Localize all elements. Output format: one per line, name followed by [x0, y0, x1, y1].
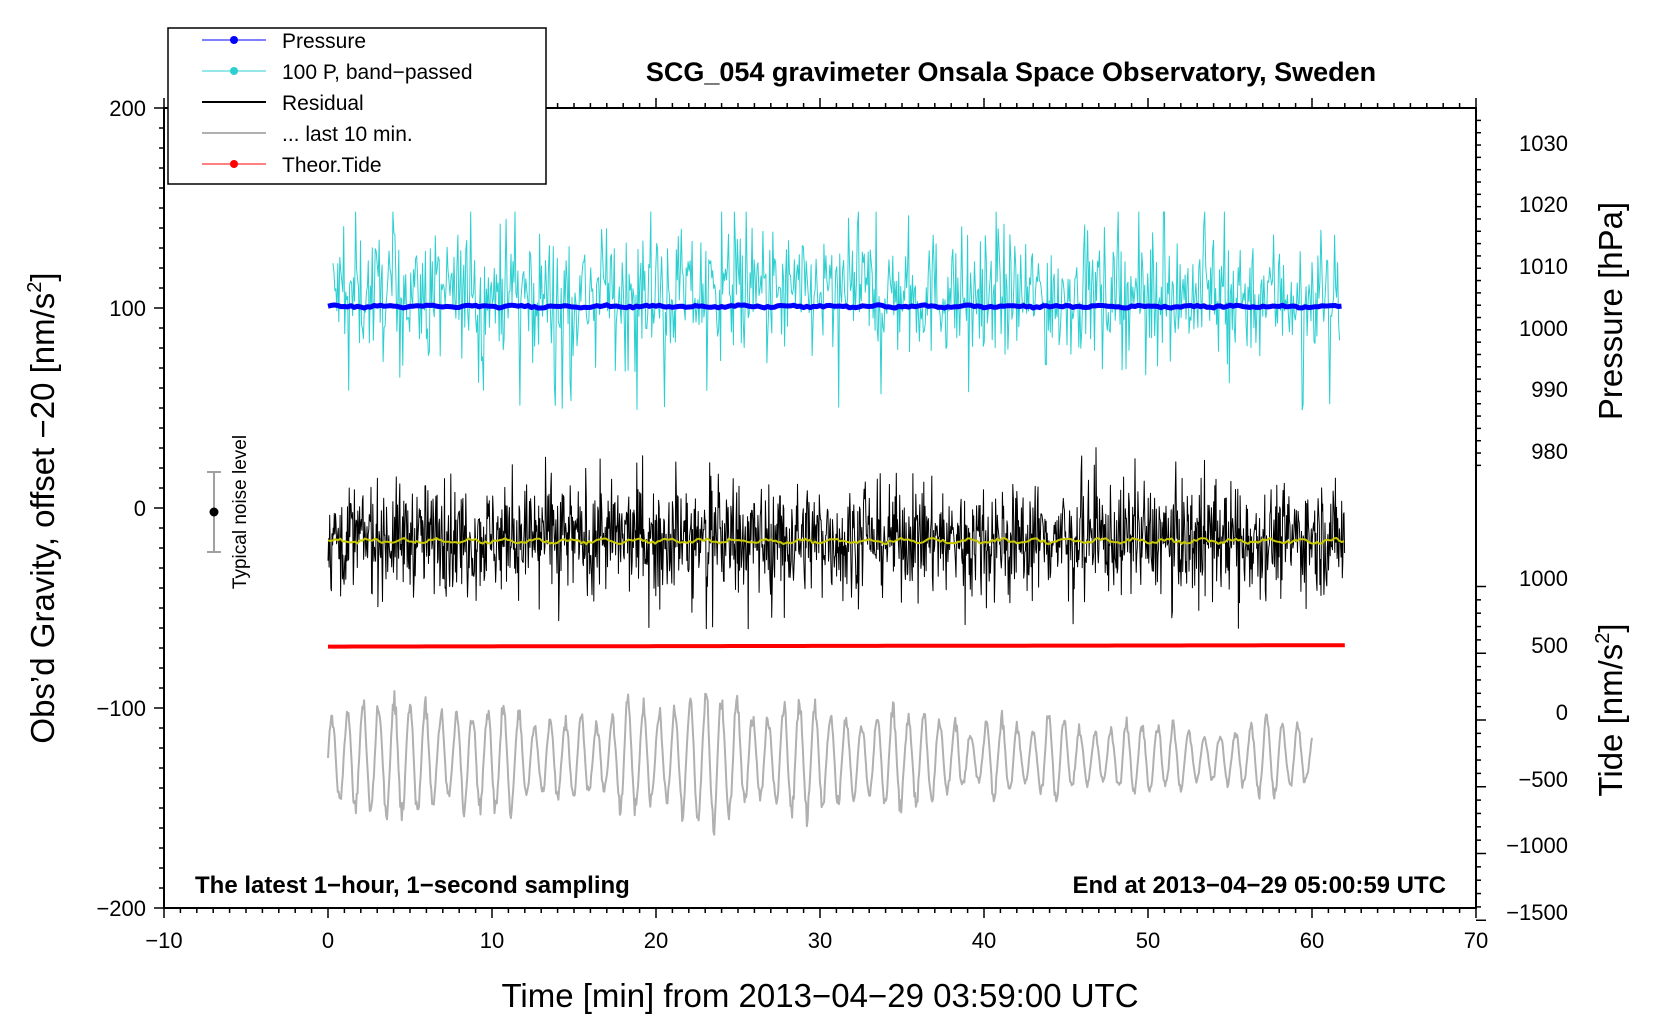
legend-marker-bandpassed	[230, 67, 238, 75]
tide-axis-label-main: Tide [nm/s	[1592, 644, 1629, 797]
y-tick-label: 200	[109, 96, 146, 121]
tide-tick-label: 0	[1556, 700, 1568, 725]
legend: Pressure 100 P, band−passed Residual ...…	[167, 27, 547, 185]
x-axis-label: Time [min] from 2013−04−29 03:59:00 UTC	[501, 977, 1138, 1014]
legend-entry: Residual	[202, 92, 364, 115]
legend-label: 100 P, band−passed	[282, 61, 473, 84]
residual-line	[327, 447, 1346, 630]
bandpassed-pressure-line	[332, 211, 1341, 411]
pressure-tick-label: 1030	[1519, 131, 1568, 156]
legend-marker-tide	[230, 160, 238, 168]
pressure-tick-label: 980	[1531, 439, 1568, 464]
noise-label: Typical noise level	[230, 435, 251, 589]
legend-entry: Theor.Tide	[202, 154, 382, 177]
x-tick-label: −10	[145, 928, 182, 953]
pressure-tick-label: 1000	[1519, 316, 1568, 341]
legend-label: Pressure	[282, 30, 366, 53]
end-time-note: End at 2013−04−29 05:00:59 UTC	[1072, 872, 1446, 899]
y-axis-label: Obs’d Gravity, offset −20 [nm/s2]	[24, 272, 61, 743]
y-axis-label-main: Obs’d Gravity, offset −20 [nm/s	[24, 293, 61, 744]
x-tick-label: 50	[1136, 928, 1160, 953]
pressure-tick-labels: 1030 1020 1010 1000 990 980	[1519, 131, 1568, 464]
tide-tick-label: 500	[1531, 633, 1568, 658]
legend-marker-pressure	[230, 36, 238, 44]
y-tick-label: 100	[109, 296, 146, 321]
noise-bar-center	[209, 507, 219, 517]
legend-label: Residual	[282, 92, 364, 115]
legend-entry: ... last 10 min.	[202, 123, 413, 146]
y-tick-labels: 200 100 0 −100 −200	[96, 96, 146, 921]
tide-axis-label-end: ]	[1592, 623, 1629, 632]
x-tick-label: 30	[808, 928, 832, 953]
chart-title: SCG_054 gravimeter Onsala Space Observat…	[646, 57, 1376, 87]
y-tick-label: 0	[134, 496, 146, 521]
data-traces	[327, 211, 1346, 836]
pressure-axis-label: Pressure [hPa]	[1592, 202, 1629, 420]
legend-label: Theor.Tide	[282, 154, 382, 177]
y-axis-label-end: ]	[24, 272, 61, 281]
tide-tick-label: −500	[1518, 767, 1568, 792]
pressure-tick-label: 1020	[1519, 192, 1568, 217]
legend-entry: 100 P, band−passed	[202, 61, 473, 84]
x-tick-label: 20	[644, 928, 668, 953]
x-tick-label: 40	[972, 928, 996, 953]
pressure-line	[327, 302, 1342, 311]
tide-tick-label: −1500	[1506, 900, 1568, 925]
x-tick-label: 70	[1464, 928, 1488, 953]
pressure-tick-label: 990	[1531, 377, 1568, 402]
theoretical-tide-line	[328, 643, 1345, 649]
x-tick-label: 10	[480, 928, 504, 953]
legend-label: ... last 10 min.	[282, 123, 413, 146]
y-axis-label-sup: 2	[24, 282, 46, 293]
legend-box	[167, 27, 547, 185]
y-tick-label: −200	[96, 896, 146, 921]
last-10-min-line	[327, 690, 1313, 836]
legend-entry: Pressure	[202, 30, 366, 53]
sampling-note: The latest 1−hour, 1−second sampling	[195, 872, 630, 899]
tide-tick-labels: 1000 500 0 −500 −1000 −1500	[1506, 566, 1568, 925]
x-tick-label: 60	[1300, 928, 1324, 953]
noise-indicator: Typical noise level	[207, 435, 251, 589]
tide-axis-label-sup: 2	[1592, 633, 1614, 644]
tide-tick-label: 1000	[1519, 566, 1568, 591]
x-tick-labels: −10 0 10 20 30 40 50 60 70	[145, 928, 1488, 953]
x-tick-label: 0	[322, 928, 334, 953]
smoothed-residual-line	[327, 536, 1345, 546]
y-tick-label: −100	[96, 696, 146, 721]
pressure-tick-label: 1010	[1519, 254, 1568, 279]
tide-tick-label: −1000	[1506, 833, 1568, 858]
tide-axis-label: Tide [nm/s2]	[1592, 623, 1629, 796]
